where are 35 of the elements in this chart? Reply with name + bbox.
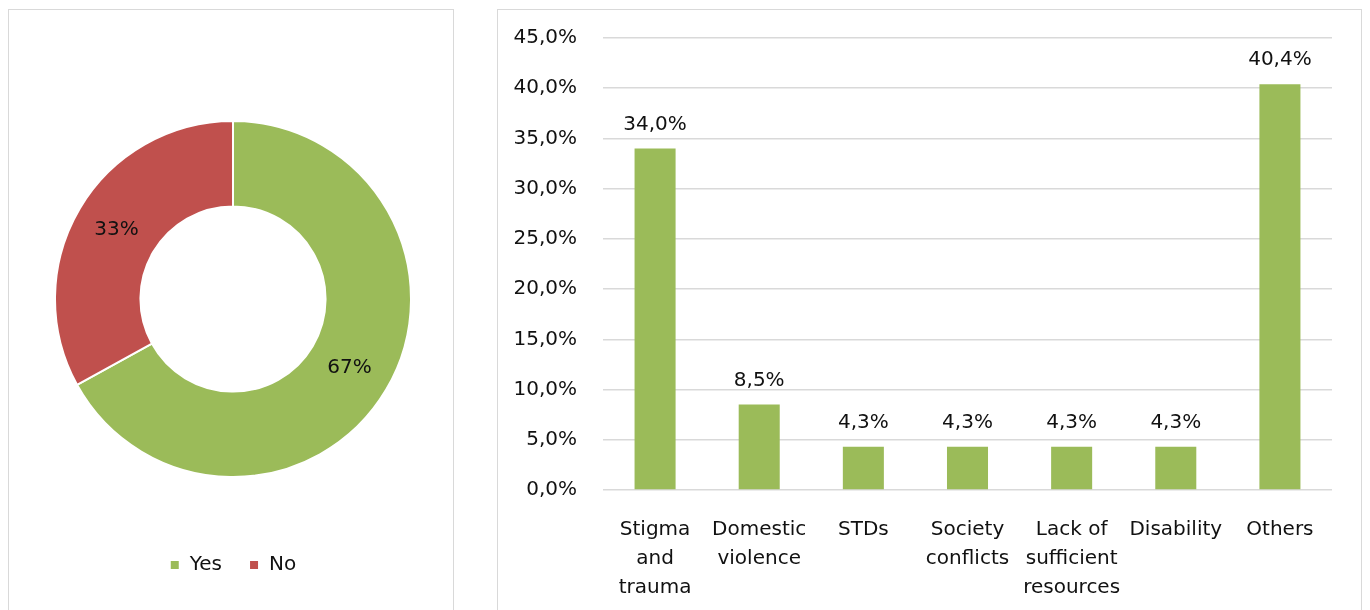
- y-tick-label: 0,0%: [526, 476, 577, 501]
- x-tick-label: Domestic violence: [712, 515, 807, 569]
- y-tick-label: 45,0%: [513, 24, 577, 49]
- x-tick-label: Stigma and trauma: [618, 515, 692, 598]
- legend-label: No: [269, 551, 297, 576]
- y-tick-label: 5,0%: [526, 425, 577, 450]
- data-label: 8,5%: [733, 366, 785, 391]
- data-label: 4,3%: [942, 409, 993, 434]
- bar: [842, 446, 884, 490]
- x-tick-label: Others: [1246, 515, 1314, 540]
- y-tick-label: 35,0%: [513, 124, 577, 149]
- y-tick-label: 40,0%: [513, 74, 577, 99]
- x-tick-label: Disability: [1129, 515, 1223, 540]
- y-tick-label: 30,0%: [513, 174, 577, 199]
- bar: [1051, 446, 1093, 490]
- bar: [634, 148, 676, 490]
- bar: [1259, 84, 1301, 490]
- data-label: 4,3%: [837, 409, 889, 434]
- legend-label: Yes: [188, 551, 223, 576]
- data-label: 33%: [94, 216, 139, 241]
- x-tick-label: Society conflicts: [925, 515, 1010, 569]
- x-tick-label: Lack of sufficient resources: [1023, 515, 1121, 598]
- bar: [1155, 446, 1197, 490]
- data-label: 40,4%: [1248, 46, 1312, 71]
- bar: [946, 446, 989, 490]
- y-tick-label: 20,0%: [513, 275, 577, 300]
- y-tick-label: 10,0%: [513, 375, 577, 400]
- x-tick-label: STDs: [837, 515, 889, 540]
- data-label: 4,3%: [1046, 409, 1098, 434]
- y-tick-label: 15,0%: [513, 325, 577, 350]
- y-tick-label: 25,0%: [513, 225, 577, 250]
- data-label: 67%: [327, 354, 372, 379]
- data-label: 34,0%: [623, 110, 687, 135]
- data-label: 4,3%: [1150, 409, 1202, 434]
- bar: [738, 404, 780, 490]
